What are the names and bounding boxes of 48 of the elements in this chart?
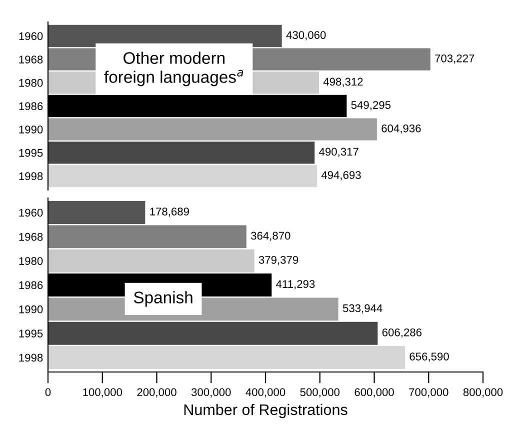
y-tick-label: 1986 (19, 102, 43, 110)
data-label: 549,295 (351, 101, 391, 110)
bar (48, 225, 246, 248)
x-tick-label: 400,000 (246, 388, 286, 398)
data-label: 604,936 (382, 124, 421, 134)
annotation: Spanish (134, 291, 192, 307)
x-tick-label: 700,000 (409, 388, 448, 398)
x-tick-label: 0 (45, 388, 51, 396)
bar (48, 346, 406, 369)
data-label: 606,286 (382, 328, 422, 338)
y-tick-label: 1968 (19, 232, 43, 241)
x-tick-label: 300,000 (191, 388, 231, 398)
y-tick-label: 1960 (19, 208, 43, 217)
bar (48, 249, 254, 272)
data-label: 430,060 (286, 31, 326, 40)
y-tick-label: 1980 (19, 78, 43, 87)
bar (48, 142, 315, 164)
data-label: 490,317 (319, 148, 358, 157)
x-tick-label: 600,000 (354, 388, 394, 398)
bar (48, 164, 317, 188)
x-tick-label: 500,000 (300, 388, 340, 398)
bar (48, 322, 378, 345)
data-label: 533,944 (342, 304, 382, 314)
y-tick-label: 1980 (19, 257, 43, 265)
y-tick-label: 1986 (19, 281, 43, 290)
y-tick-label: 1960 (19, 32, 43, 40)
y-tick-label: 1995 (19, 330, 43, 338)
data-label: 703,227 (435, 54, 474, 64)
data-label: 498,312 (323, 78, 363, 87)
data-label: 379,379 (258, 256, 298, 266)
x-tick-label: 800,000 (463, 388, 503, 398)
data-label: 656,590 (410, 352, 449, 362)
y-tick-label: 1998 (19, 172, 43, 180)
data-label: 364,870 (250, 232, 290, 241)
bar (48, 201, 146, 224)
y-tick-label: 1998 (19, 354, 43, 362)
bar (48, 118, 377, 140)
data-label: 411,293 (276, 280, 315, 290)
x-tick-label: 100,000 (83, 388, 122, 398)
y-tick-label: 1990 (19, 305, 43, 314)
x-axis-title: Number of Registrations (184, 404, 348, 418)
data-label: 494,693 (321, 171, 361, 180)
y-tick-label: 1990 (19, 126, 43, 134)
y-tick-label: 1968 (19, 56, 43, 64)
data-label: 178,689 (150, 208, 189, 217)
y-tick-label: 1995 (19, 148, 43, 157)
annotation: Other modern foreign languages$^{a}$ (104, 52, 244, 86)
x-tick-label: 200,000 (137, 388, 176, 398)
